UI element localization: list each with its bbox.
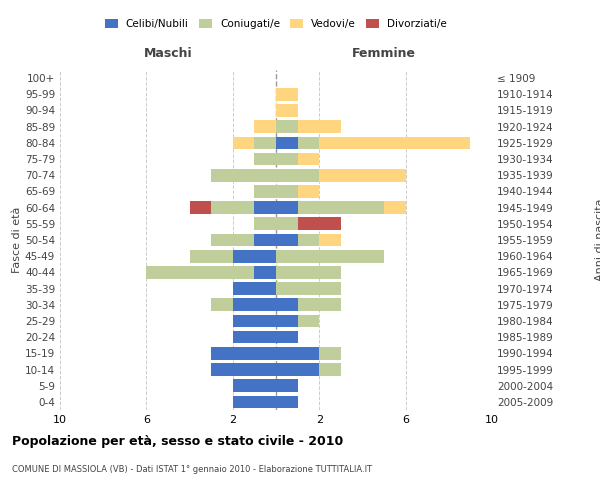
Bar <box>233 136 254 149</box>
Bar <box>298 152 319 166</box>
Bar <box>276 218 298 230</box>
Bar <box>276 120 298 133</box>
Bar <box>319 234 341 246</box>
Bar <box>276 88 298 101</box>
Y-axis label: Anni di nascita: Anni di nascita <box>595 198 600 281</box>
Bar <box>233 331 276 344</box>
Bar <box>276 314 298 328</box>
Bar <box>233 250 276 262</box>
Bar <box>319 136 470 149</box>
Bar <box>233 380 276 392</box>
Bar <box>146 266 254 278</box>
Bar <box>276 298 298 311</box>
Bar <box>298 120 341 133</box>
Bar <box>276 363 319 376</box>
Bar <box>211 363 276 376</box>
Bar <box>254 202 276 214</box>
Bar <box>276 250 384 262</box>
Bar <box>276 104 298 117</box>
Bar <box>211 169 276 181</box>
Bar <box>319 347 341 360</box>
Bar <box>233 282 276 295</box>
Bar <box>211 298 233 311</box>
Bar <box>276 266 341 278</box>
Text: Popolazione per età, sesso e stato civile - 2010: Popolazione per età, sesso e stato civil… <box>12 435 343 448</box>
Bar <box>298 298 341 311</box>
Bar <box>254 234 276 246</box>
Bar <box>298 202 384 214</box>
Bar <box>254 266 276 278</box>
Bar <box>298 234 319 246</box>
Bar <box>276 234 298 246</box>
Bar <box>211 234 254 246</box>
Legend: Celibi/Nubili, Coniugati/e, Vedovi/e, Divorziati/e: Celibi/Nubili, Coniugati/e, Vedovi/e, Di… <box>101 15 451 34</box>
Bar <box>190 250 233 262</box>
Bar <box>211 202 254 214</box>
Bar <box>254 218 276 230</box>
Bar <box>233 298 276 311</box>
Bar <box>319 169 406 181</box>
Text: Femmine: Femmine <box>352 48 416 60</box>
Bar <box>276 185 298 198</box>
Bar <box>276 347 319 360</box>
Bar <box>319 363 341 376</box>
Bar <box>254 120 276 133</box>
Y-axis label: Fasce di età: Fasce di età <box>12 207 22 273</box>
Bar <box>298 136 319 149</box>
Bar <box>384 202 406 214</box>
Text: COMUNE DI MASSIOLA (VB) - Dati ISTAT 1° gennaio 2010 - Elaborazione TUTTITALIA.I: COMUNE DI MASSIOLA (VB) - Dati ISTAT 1° … <box>12 465 372 474</box>
Bar <box>254 136 276 149</box>
Bar <box>276 136 298 149</box>
Bar <box>276 282 341 295</box>
Bar <box>276 202 298 214</box>
Bar <box>298 218 341 230</box>
Bar <box>276 380 298 392</box>
Bar <box>254 185 276 198</box>
Bar <box>276 331 298 344</box>
Bar <box>276 152 298 166</box>
Bar <box>276 396 298 408</box>
Bar <box>233 396 276 408</box>
Bar <box>211 347 276 360</box>
Text: Maschi: Maschi <box>143 48 193 60</box>
Bar <box>298 314 319 328</box>
Bar <box>276 169 319 181</box>
Bar <box>233 314 276 328</box>
Bar <box>254 152 276 166</box>
Bar <box>298 185 319 198</box>
Bar <box>190 202 211 214</box>
